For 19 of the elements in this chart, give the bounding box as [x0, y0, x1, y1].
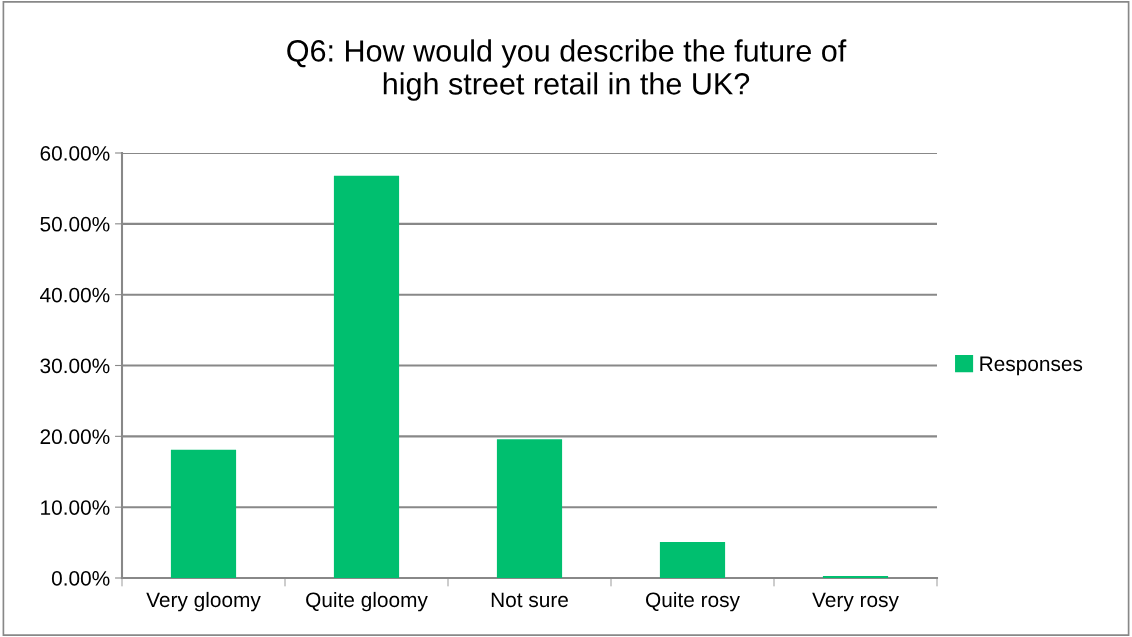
x-tick-label: Quite rosy — [646, 591, 740, 612]
bar — [333, 175, 400, 578]
y-tick-label: 10.00% — [41, 500, 110, 515]
y-tick-label: 60.00% — [40, 146, 110, 161]
y-tick-label: 50.00% — [40, 216, 110, 232]
chart-title: Q6: How would you describe the future of high street retail in the UK? — [287, 39, 847, 101]
y-tick-label: 0.00% — [51, 571, 110, 586]
x-tick-label: Not sure — [491, 592, 568, 608]
legend-label: Responses — [980, 356, 1083, 376]
bar — [659, 541, 726, 578]
bar — [170, 449, 237, 578]
y-tick-label: 40.00% — [40, 287, 110, 303]
bar — [822, 575, 889, 578]
y-tick-label: 20.00% — [40, 429, 110, 445]
x-tick-label: Very gloomy — [146, 591, 261, 612]
x-tick-label: Very rosy — [812, 592, 899, 612]
x-tick-label: Quite gloomy — [306, 591, 428, 612]
bar — [496, 439, 563, 578]
y-tick-label: 30.00% — [40, 358, 110, 374]
